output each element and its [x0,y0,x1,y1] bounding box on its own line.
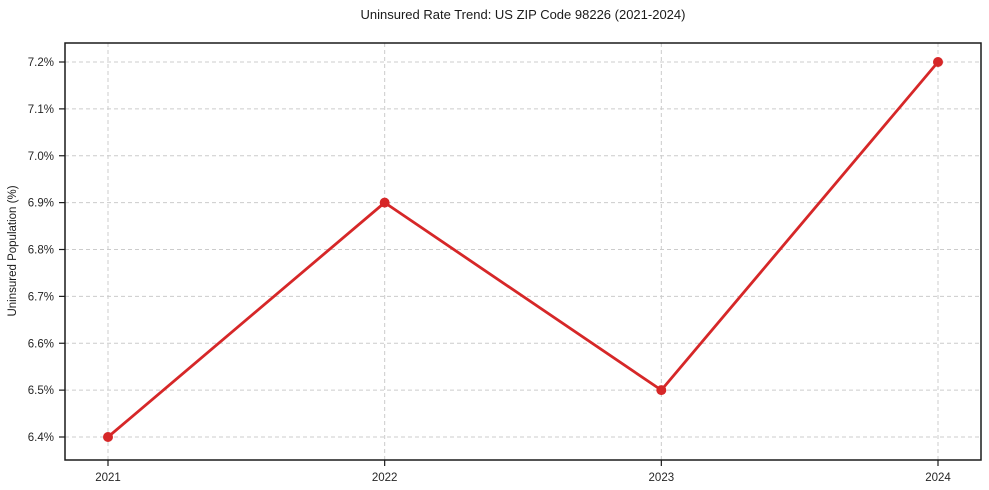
y-tick-label: 6.9% [28,198,54,210]
y-tick-label: 6.7% [28,291,54,303]
y-axis-title: Uninsured Population (%) [7,185,19,317]
chart-title: Uninsured Rate Trend: US ZIP Code 98226 … [360,7,686,22]
y-tick-label: 6.6% [28,338,54,350]
data-point-marker [656,385,667,396]
trend-line [106,60,940,439]
x-tick-label: 2021 [95,472,121,484]
x-tick-label: 2024 [925,472,951,484]
y-tick-label: 6.4% [28,432,54,444]
data-point-marker [379,197,390,208]
y-tick-label: 7.1% [28,104,54,116]
x-tick-label: 2023 [649,472,675,484]
y-tick-label: 7.2% [28,57,54,69]
data-point-marker [103,432,113,442]
y-tick-label: 7.0% [28,151,54,163]
x-tick-label: 2022 [372,472,398,484]
y-tick-label: 6.5% [28,385,54,397]
y-tick-label: 6.8% [28,245,54,257]
axes-spines [64,42,982,461]
data-point-marker [933,57,943,67]
